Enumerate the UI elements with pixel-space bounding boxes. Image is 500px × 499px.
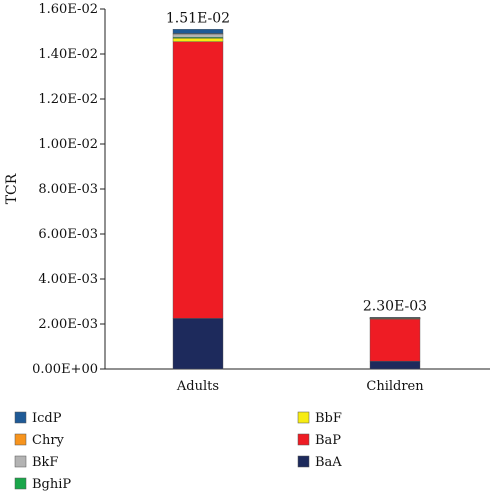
y-tick-label: 8.00E-03 <box>38 182 98 197</box>
y-tick-label: 1.00E-02 <box>38 137 98 152</box>
bar-total-label: 2.30E-03 <box>363 298 427 314</box>
y-tick-label: 0.00E+00 <box>32 362 98 377</box>
legend-swatch-bghip <box>14 477 27 490</box>
y-tick-label: 1.60E-02 <box>38 2 98 17</box>
legend-swatch-bbf <box>297 411 310 424</box>
bar-total-label: 1.51E-02 <box>166 10 230 26</box>
legend-label-icdp: IcdP <box>32 411 62 426</box>
legend-label-bap: BaP <box>315 433 341 448</box>
legend-label-bkf: BkF <box>32 455 58 470</box>
x-tick-label: Children <box>366 379 424 394</box>
bar-segment-bbf-adults <box>172 38 224 42</box>
bar-segment-bap-adults <box>172 41 224 319</box>
y-tick-label: 6.00E-03 <box>38 227 98 242</box>
legend-swatch-chry <box>14 433 27 446</box>
y-tick-label: 1.40E-02 <box>38 47 98 62</box>
bar-segment-icdp-adults <box>172 29 224 34</box>
y-tick-label: 2.00E-03 <box>38 317 98 332</box>
legend-swatch-bap <box>297 433 310 446</box>
legend-swatch-baa <box>297 455 310 468</box>
y-tick-label: 4.00E-03 <box>38 272 98 287</box>
bar-segment-bap-children <box>369 318 421 362</box>
y-tick-label: 1.20E-02 <box>38 92 98 107</box>
bar-segment-bkf-adults <box>172 33 224 38</box>
bar-segment-baa-adults <box>172 318 224 370</box>
bar-segment-baa-children <box>369 360 421 370</box>
legend-label-baa: BaA <box>315 455 342 470</box>
legend-label-bghip: BghiP <box>32 477 71 492</box>
x-tick-label: Adults <box>176 379 219 394</box>
legend-label-bbf: BbF <box>315 411 342 426</box>
y-axis-title: TCR <box>4 173 20 204</box>
bar-segment-icdp-children <box>369 317 421 319</box>
legend-swatch-bkf <box>14 455 27 468</box>
legend-label-chry: Chry <box>32 433 65 448</box>
legend-swatch-icdp <box>14 411 27 424</box>
